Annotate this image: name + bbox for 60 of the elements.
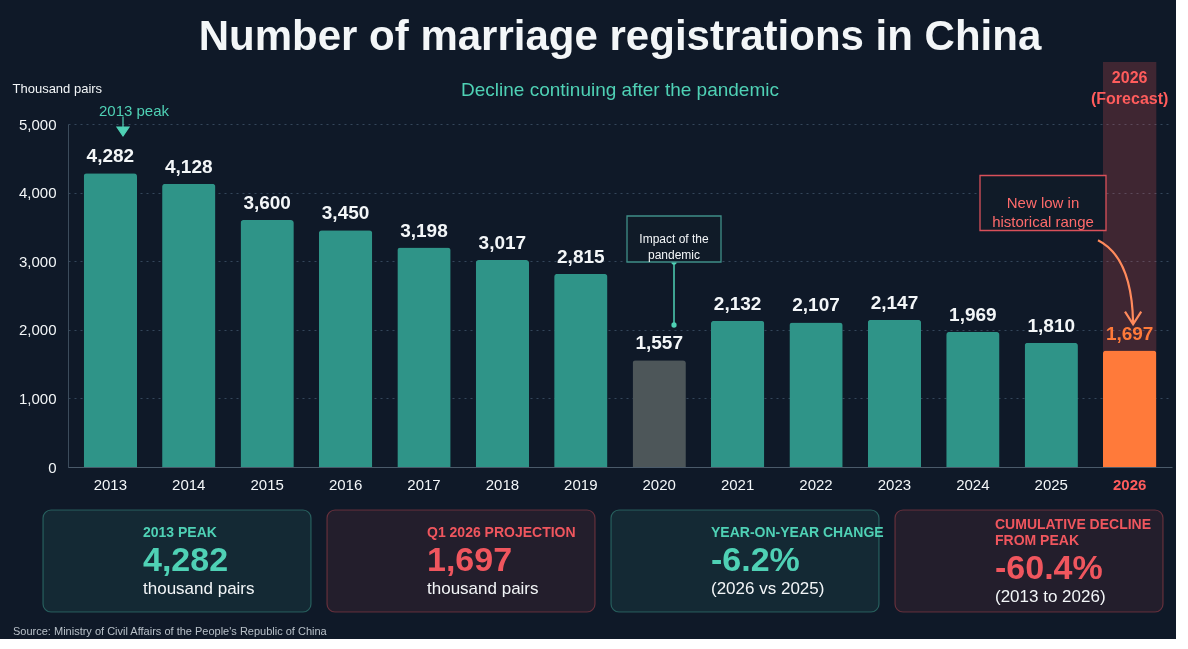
annotation: New low in historical range — [992, 194, 1094, 230]
chart-subtitle: Decline continuing after the pandemic — [461, 79, 779, 100]
x-tick-label: 2021 — [720, 475, 755, 493]
source-note: Source: Ministry of Civil Affairs of the People's Republic of China — [13, 625, 328, 637]
bar — [867, 319, 922, 467]
y-tick-label: 2,000 — [18, 321, 57, 339]
bar — [789, 322, 843, 467]
bar — [240, 220, 294, 467]
text: YEAR-ON-YEAR CHANGE -6.2% (2026 vs 2025) — [711, 524, 884, 598]
data-label: 4,282 — [86, 145, 135, 167]
x-tick-label: 2024 — [956, 475, 990, 493]
text: Q1 2026 PROJECTION 1,697 thousand pairs — [427, 524, 576, 598]
data-label: 3,198 — [400, 219, 448, 241]
x-tick-label: 2026 — [1112, 475, 1147, 493]
bar — [397, 247, 451, 467]
x-tick-label: 2018 — [485, 475, 520, 493]
bar — [946, 331, 1000, 467]
x-tick-label: 2025 — [1034, 475, 1068, 493]
text: 2013 PEAK 4,282 thousand pairs — [143, 524, 255, 598]
data-label: 4,128 — [164, 155, 213, 177]
x-tick-label: 2019 — [564, 475, 598, 493]
data-label: 1,697 — [1105, 322, 1154, 344]
y-tick-label: 0 — [48, 458, 57, 476]
x-tick-label: 2013 — [93, 475, 128, 493]
bar — [1103, 350, 1157, 467]
text: CUMULATIVE DECLINE FROM PEAK -60.4% (2013 to 2026) — [995, 516, 1152, 606]
data-label: 2,147 — [870, 291, 919, 313]
x-tick-label: 2016 — [328, 475, 363, 493]
y-tick-label: 4,000 — [18, 184, 57, 202]
data-label: 1,557 — [635, 332, 683, 354]
x-tick-label: 2015 — [250, 475, 284, 493]
bar — [710, 320, 765, 467]
chart-title: Number of marriage registrations in China — [198, 12, 1042, 59]
x-tick-label: 2014 — [172, 475, 206, 493]
bar — [1024, 342, 1078, 467]
bar — [318, 230, 373, 467]
bar — [83, 173, 137, 467]
x-tick-label: 2017 — [407, 475, 441, 493]
data-label: 1,810 — [1027, 314, 1076, 336]
annotation: Impact of the pandemic — [639, 232, 710, 262]
x-tick-label: 2020 — [642, 475, 676, 493]
bar — [632, 360, 686, 467]
y-tick-label: 3,000 — [18, 252, 57, 270]
bar — [475, 260, 530, 467]
y-tick-label: 5,000 — [18, 115, 57, 133]
bar — [162, 183, 216, 467]
y-axis-title: Thousand pairs — [12, 80, 103, 96]
data-label: 1,969 — [949, 303, 997, 325]
data-label: 2,107 — [792, 294, 840, 316]
text: 2013 peak — [98, 102, 170, 119]
x-tick-label: 2022 — [799, 475, 833, 493]
data-label: 2,815 — [557, 245, 605, 267]
band-label: 2026 (Forecast) — [1090, 69, 1169, 107]
data-label: 3,450 — [321, 202, 370, 224]
data-label: 3,600 — [243, 192, 291, 214]
y-tick-label: 1,000 — [18, 389, 57, 407]
data-label: 3,017 — [478, 232, 527, 254]
bar — [554, 273, 608, 467]
data-label: 2,132 — [713, 292, 762, 314]
x-tick-label: 2023 — [877, 475, 912, 493]
